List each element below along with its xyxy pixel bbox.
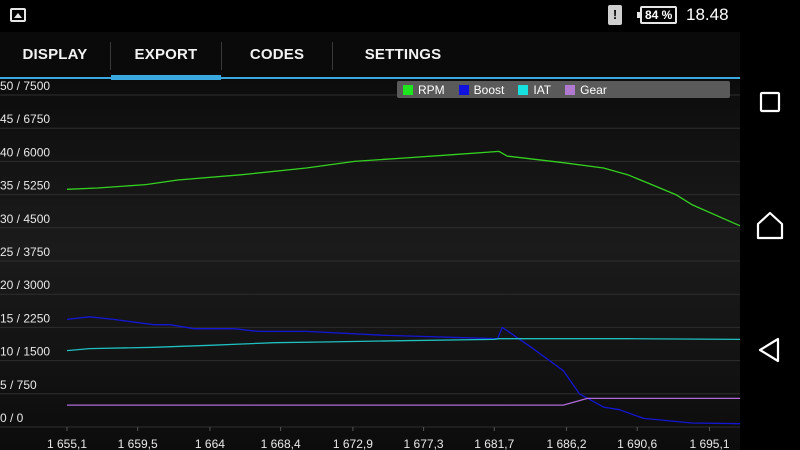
series-line-boost (66, 316, 740, 425)
y-tick-label: 5 / 750 (0, 378, 37, 392)
recents-icon[interactable] (750, 82, 790, 122)
legend-swatch (518, 84, 529, 95)
legend-swatch (458, 84, 469, 95)
tab-settings[interactable]: SETTINGS (364, 46, 442, 63)
series-line-rpm (66, 150, 740, 227)
legend-item-gear: Gear (565, 83, 607, 97)
sim-alert-icon: ! (608, 5, 622, 25)
tab-separator (221, 42, 222, 70)
legend-label: IAT (533, 82, 552, 97)
x-tick-label: 1 686,2 (547, 437, 587, 450)
x-tick-label: 1 695,1 (689, 437, 729, 450)
x-tick-label: 1 655,1 (47, 437, 87, 450)
legend-item-iat: IAT (518, 83, 551, 97)
tab-bar-divider (0, 77, 740, 79)
y-tick-label: 50 / 7500 (0, 80, 50, 93)
back-icon[interactable] (750, 330, 790, 370)
tab-separator (332, 42, 333, 70)
legend-swatch (565, 84, 576, 95)
y-tick-label: 20 / 3000 (0, 278, 50, 292)
navigation-bar (740, 0, 800, 450)
tab-codes[interactable]: CODES (249, 46, 305, 63)
status-clock: 18.48 (686, 5, 729, 24)
y-tick-label: 35 / 5250 (0, 179, 50, 193)
y-tick-label: 45 / 6750 (0, 112, 50, 126)
chart-legend: RPM Boost IAT Gear (397, 81, 730, 98)
y-tick-label: 15 / 2250 (0, 311, 50, 325)
battery-percentage: 84 % (645, 8, 673, 22)
x-tick-label: 1 677,3 (404, 437, 444, 450)
status-bar: ! 84 % 18.48 (0, 0, 740, 32)
y-tick-label: 25 / 3750 (0, 245, 50, 259)
chart-area[interactable]: 0 / 0 5 / 750 10 / 1500 15 / 2250 20 / 3000 2… (0, 80, 740, 450)
legend-swatch (403, 84, 413, 95)
log-chart[interactable]: 0 / 0 5 / 750 10 / 1500 15 / 2250 20 / 3000 2… (0, 80, 740, 450)
x-tick-label: 1 672,9 (333, 437, 373, 450)
x-tick-label: 1 681,7 (474, 437, 514, 450)
x-tick-label: 1 690,6 (617, 437, 657, 450)
tab-bar: DISPLAY EXPORT CODES SETTINGS (0, 32, 740, 80)
series-line-iat (66, 338, 740, 352)
tab-export[interactable]: EXPORT (111, 32, 221, 80)
battery-indicator: 84 % (636, 6, 678, 24)
legend-label: RPM (418, 82, 445, 97)
x-tick-label: 1 664 (195, 437, 225, 450)
legend-item-rpm: RPM (403, 83, 445, 97)
tab-separator (110, 42, 111, 70)
legend-label: Gear (580, 82, 607, 97)
legend-item-boost: Boost (458, 82, 505, 97)
tab-display[interactable]: DISPLAY (22, 46, 88, 63)
x-tick-label: 1 659,5 (118, 437, 158, 450)
y-tick-label: 30 / 4500 (0, 212, 50, 226)
series-line-gear (67, 397, 740, 406)
y-tick-label: 10 / 1500 (0, 345, 50, 359)
y-tick-label: 40 / 6000 (0, 145, 50, 159)
x-tick-label: 1 668,4 (261, 437, 301, 450)
home-icon[interactable] (750, 206, 790, 246)
legend-label: Boost (473, 82, 505, 97)
y-tick-label: 0 / 0 (0, 411, 24, 425)
image-notification-icon (10, 8, 26, 22)
